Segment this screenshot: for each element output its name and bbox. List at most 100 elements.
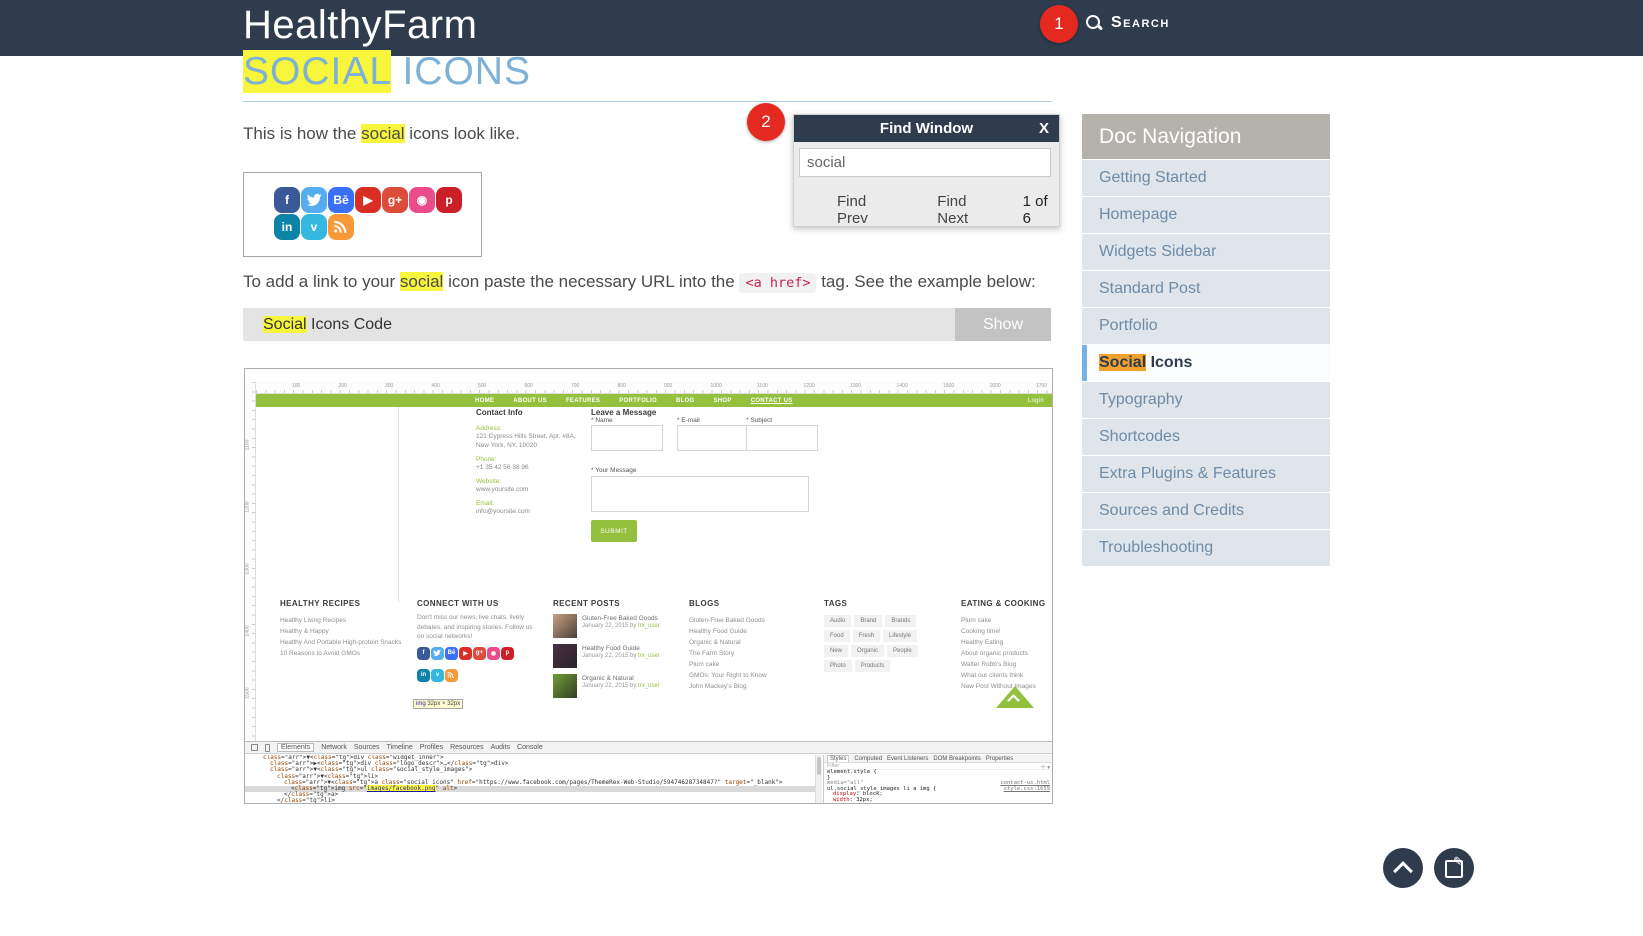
social-icons-row-2: in v xyxy=(274,214,355,240)
social-icons-row-1: f Bē ▶ g+ ◉ p xyxy=(274,187,463,213)
search-icon xyxy=(1086,15,1104,31)
title-rest: ICONS xyxy=(390,50,531,93)
footer-link: Healthy & Happy xyxy=(280,628,329,635)
sidebar-item-extra-plugins-features[interactable]: Extra Plugins & Features xyxy=(1082,456,1330,492)
scroll-to-top-button[interactable] xyxy=(1383,848,1423,888)
search-button[interactable]: Search xyxy=(1086,14,1170,32)
recent-post-item: Gluten-Free Baked Goods January 22, 2015 … xyxy=(553,614,681,638)
site-nav-shop: SHOP xyxy=(713,397,732,404)
find-prev-button[interactable]: Find Prev xyxy=(837,193,868,227)
sidebar-item-typography[interactable]: Typography xyxy=(1082,382,1330,418)
sidebar-item-sources-and-credits[interactable]: Sources and Credits xyxy=(1082,493,1330,529)
recent-post-item: Healthy Food Guide January 22, 2015 by tr… xyxy=(553,644,681,668)
pinterest-icon[interactable]: p xyxy=(436,187,462,213)
tag-chip: Lifestyle xyxy=(883,630,918,642)
find-input[interactable] xyxy=(799,148,1051,177)
dribbble-icon[interactable]: ◉ xyxy=(409,187,435,213)
ruler-mark: 700 xyxy=(571,383,580,389)
sidebar-item-widgets-sidebar[interactable]: Widgets Sidebar xyxy=(1082,234,1330,270)
ruler-mark: 1100 xyxy=(244,439,251,451)
ruler-mark: 1300 xyxy=(244,563,251,575)
devtools-tab-console: Console xyxy=(517,744,543,751)
sidebar-item-standard-post[interactable]: Standard Post xyxy=(1082,271,1330,307)
linkedin-icon[interactable]: in xyxy=(274,214,300,240)
site-nav-portfolio: PORTFOLIO xyxy=(619,397,657,404)
sidebar-item-shortcodes[interactable]: Shortcodes xyxy=(1082,419,1330,455)
top-ruler: 100 200 300 400 500 600 700 800 900 1000 1100 1200 1… xyxy=(256,382,1052,394)
post-thumbnail xyxy=(553,674,577,698)
brand-logo[interactable]: HealthyFarm xyxy=(243,3,478,47)
find-window-title: Find Window xyxy=(879,120,974,137)
post-thumbnail xyxy=(553,644,577,668)
devtools-tab-resources: Resources xyxy=(450,744,484,751)
vimeo-icon[interactable]: v xyxy=(301,214,327,240)
close-icon[interactable]: X xyxy=(1038,120,1049,137)
code-line: class="arr">▼<class="tg">a class="social… xyxy=(284,778,783,786)
img-size-tooltip: img 32px × 32px xyxy=(413,698,464,709)
linkedin-icon: in xyxy=(417,668,430,682)
ruler-mark: 300 xyxy=(385,383,394,389)
ruler-mark: 1400 xyxy=(896,383,908,389)
sidebar-item-homepage[interactable]: Homepage xyxy=(1082,197,1330,233)
twitter-icon[interactable] xyxy=(301,187,327,213)
devtools-panel: Elements Network Sources Timeline Profiles Re… xyxy=(245,741,1052,803)
leave-message-heading: Leave a Message xyxy=(591,408,657,417)
footer-link: Healthy And Portable High-protein Snacks xyxy=(280,639,402,646)
sidebar-item-getting-started[interactable]: Getting Started xyxy=(1082,160,1330,196)
code-line: </class="tg">li> xyxy=(277,797,335,804)
page-title: SOCIAL ICONS xyxy=(243,50,531,94)
top-header: HealthyFarm Search xyxy=(0,0,1643,56)
google-plus-icon[interactable]: g+ xyxy=(382,187,408,213)
footer-posts-column: RECENT POSTS Gluten-Free Baked Goods Janu… xyxy=(553,599,681,698)
rss-icon[interactable] xyxy=(328,214,354,240)
style-line: ul.social_style_images li a img {style.c… xyxy=(827,785,1050,792)
footer-connect-column: CONNECT WITH US Don't miss our news, liv… xyxy=(413,599,545,709)
ruler-mark: 100 xyxy=(292,383,301,389)
post-meta: January 22, 2015 by trx_user xyxy=(582,653,660,659)
footer-link: About organic products xyxy=(961,650,1028,657)
social-icons-code-toggle[interactable]: Social Icons Code Show xyxy=(243,308,1051,341)
recent-post-item: Organic & Natural January 22, 2015 by trx… xyxy=(553,674,681,698)
ruler-mark: 400 xyxy=(431,383,440,389)
ruler-mark: 1200 xyxy=(244,501,251,513)
post-title: Gluten-Free Baked Goods xyxy=(582,615,658,622)
code-line: class="arr">▼<class="tg">li> xyxy=(277,772,379,780)
footer-link: Plum cake xyxy=(961,617,992,624)
find-window-titlebar[interactable]: Find Window X xyxy=(794,115,1059,142)
devtools-toolbar: Elements Network Sources Timeline Profiles Re… xyxy=(245,742,1052,754)
style-line: width: 32px; xyxy=(833,796,873,803)
footer-link: Walter Robb's Blog xyxy=(961,661,1017,668)
devtools-styles-pane: Styles Computed Event Listeners DOM Breakpo… xyxy=(823,755,1052,803)
post-text: Gluten-Free Baked Goods January 22, 2015 … xyxy=(582,614,660,638)
youtube-icon[interactable]: ▶ xyxy=(355,187,381,213)
ruler-mark: 1200 xyxy=(803,383,815,389)
tag-chip: Photo xyxy=(824,660,852,672)
pencil-icon: ✎ xyxy=(1453,854,1464,869)
code-line: </class="tg">a> xyxy=(284,791,339,799)
code-line: class="arr">▼<class="tg">ul class="socia… xyxy=(270,766,473,774)
styles-tab-dom-breakpoints: DOM Breakpoints xyxy=(933,755,981,762)
behance-icon[interactable]: Bē xyxy=(328,187,354,213)
site-nav-bar: HOME ABOUT US FEATURES PORTFOLIO BLOG SHOP CON… xyxy=(256,394,1052,407)
edit-button[interactable]: ✎ xyxy=(1434,848,1474,888)
find-next-button[interactable]: Find Next xyxy=(937,193,969,227)
post-author: trx_user xyxy=(638,623,660,629)
ruler-mark: 200 xyxy=(338,383,347,389)
inspect-element-icon xyxy=(251,744,258,751)
message-field xyxy=(591,476,809,512)
footer-link: 10 Reasons to Avoid GMOs xyxy=(280,650,361,657)
sidebar-item-portfolio[interactable]: Portfolio xyxy=(1082,308,1330,344)
styles-tab-computed: Computed xyxy=(854,755,883,762)
style-line: } xyxy=(827,774,831,781)
behance-icon: Bē xyxy=(445,646,458,660)
sidebar-item-social-icons[interactable]: Social Icons xyxy=(1082,345,1330,381)
show-button[interactable]: Show xyxy=(955,308,1051,341)
sidebar-item-troubleshooting[interactable]: Troubleshooting xyxy=(1082,530,1330,566)
site-nav-features: FEATURES xyxy=(565,397,601,404)
facebook-icon[interactable]: f xyxy=(274,187,300,213)
search-label: Search xyxy=(1111,14,1170,31)
ruler-mark: 900 xyxy=(664,383,673,389)
ruler-mark: 500 xyxy=(478,383,487,389)
style-line: display: block; xyxy=(833,791,883,798)
footer-link: John Mackey's Blog xyxy=(689,683,747,690)
